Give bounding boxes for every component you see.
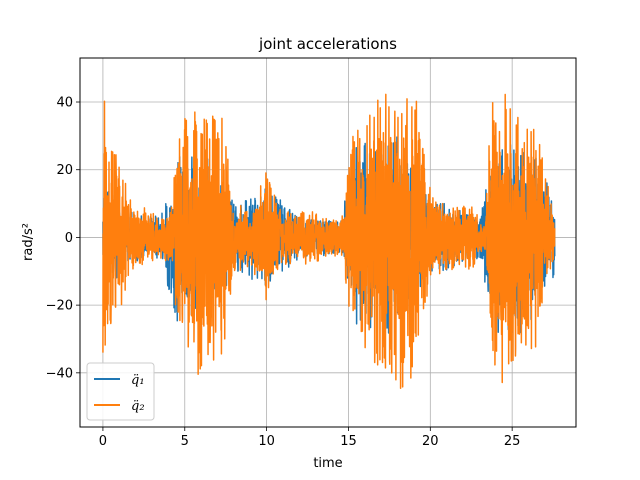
y-tick-label: −40 [46, 366, 73, 381]
x-tick-label: 20 [422, 434, 439, 449]
y-tick-label: 20 [56, 163, 73, 178]
y-tick-label: 0 [65, 231, 73, 246]
x-tick-label: 5 [181, 434, 189, 449]
legend: q̈₁ q̈₂ [86, 362, 155, 421]
x-tick-label: 25 [504, 434, 521, 449]
legend-label-q1: q̈₁ [131, 373, 145, 388]
y-tick-label: −20 [46, 299, 73, 314]
plot-frame [79, 57, 577, 428]
x-tick-label: 15 [340, 434, 357, 449]
x-axis: 0 5 10 15 20 25 [99, 427, 521, 449]
y-tick-label: 40 [56, 96, 73, 111]
series-line-2 [102, 93, 556, 389]
x-axis-title: time [313, 456, 342, 471]
x-tick-label: 10 [258, 434, 275, 449]
x-tick-label: 0 [99, 434, 107, 449]
y-axis: −40 −20 0 20 40 [46, 96, 80, 381]
y-axis-title: rad/s² [21, 223, 36, 261]
chart-title: joint accelerations [258, 35, 397, 53]
legend-label-q2: q̈₂ [131, 399, 145, 414]
series-layer [102, 93, 556, 389]
